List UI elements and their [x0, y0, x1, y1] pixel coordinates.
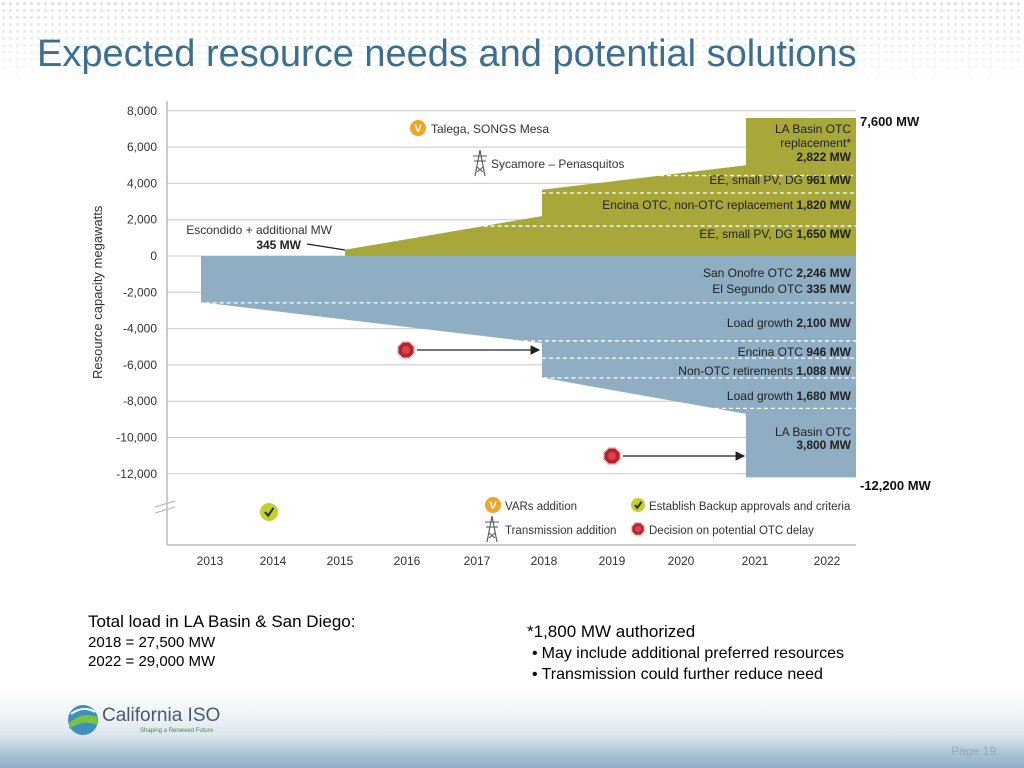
y-tick-label: 8,000 [127, 104, 157, 118]
needs-band [201, 256, 856, 478]
resource-needs-chart: 8,000 6,000 4,000 2,000 0 -2,000 -4,000 -6,000 -… [77, 87, 955, 580]
decision-stop-icon-2016 [396, 340, 416, 360]
vars-letter: V [489, 500, 497, 512]
segment-label: LA Basin OTC [775, 122, 851, 136]
stop-center [634, 525, 642, 533]
vars-circle [485, 497, 501, 513]
segment-load-growth-1680: Load growth 1,680 MW [727, 389, 852, 403]
stop-center [607, 451, 617, 461]
check-mark [634, 501, 643, 510]
x-tick-label: 2018 [531, 554, 558, 568]
california-iso-logo: California ISO Shaping a Renewed Future [66, 703, 226, 739]
check-circle [631, 498, 645, 512]
total-load-2022: 2022 = 29,000 MW [88, 653, 216, 670]
logo-name: California ISO [102, 705, 221, 726]
slide-title: Expected resource needs and potential so… [37, 33, 857, 75]
total-top-label: 7,600 MW [860, 114, 920, 129]
bullet-transmission: Transmission could further reduce need [532, 666, 844, 684]
check-circle [260, 503, 278, 521]
escondido-value: 345 MW [256, 238, 301, 252]
footer-band-dark [0, 735, 1024, 768]
segment-non-otc-retirements: Non-OTC retirements 1,088 MW [678, 364, 851, 378]
vars-icon: V [410, 120, 426, 136]
legend-vars-label: VARs addition [505, 501, 577, 513]
segment-encina-otc: Encina OTC 946 MW [738, 345, 852, 359]
legend-transmission-icon [485, 515, 499, 543]
authorized-bullets: May include additional preferred resourc… [527, 645, 844, 684]
vars-letter: V [414, 123, 422, 135]
y-tick-label: 6,000 [127, 140, 157, 154]
x-tick-label: 2015 [327, 554, 354, 568]
iso-globe-icon [68, 705, 98, 735]
header-dot-fade [0, 0, 1024, 80]
stop-center [401, 345, 411, 355]
tower-lines [485, 515, 499, 543]
segment-ee-pv-dg-1650: EE, small PV, DG 1,650 MW [699, 227, 851, 241]
page-number: Page 19 [951, 744, 996, 758]
y-tick-label: -10,000 [116, 431, 157, 445]
escondido-pointer [306, 243, 346, 251]
decision-stop-icon-2019 [602, 446, 622, 466]
authorized-note: *1,800 MW authorized [527, 622, 696, 641]
legend-backup-icon [631, 498, 645, 512]
y-tick-label: 0 [150, 249, 157, 263]
legend-vars-icon: V [485, 497, 501, 513]
check-mark [264, 507, 275, 518]
segment-el-segundo: El Segundo OTC 335 MW [712, 282, 851, 296]
escondido-label: Escondido + additional MW [186, 223, 332, 237]
x-tick-label: 2013 [197, 554, 224, 568]
total-bottom-label: -12,200 MW [860, 478, 932, 493]
segment-encina-replacement: Encina OTC, non-OTC replacement 1,820 MW [602, 198, 851, 212]
segment-load-growth-2100: Load growth 2,100 MW [727, 316, 852, 330]
x-tick-label: 2020 [668, 554, 695, 568]
transmission-tower-icon [473, 149, 487, 177]
segment-ee-pv-dg-961: EE, small PV, DG 961 MW [709, 173, 851, 187]
y-tick-label: -8,000 [123, 394, 157, 408]
axis-break-mark [154, 506, 176, 514]
authorization-notes: *1,800 MW authorized May include additio… [527, 622, 844, 684]
y-tick-label: -6,000 [123, 358, 157, 372]
x-tick-label: 2019 [599, 554, 626, 568]
chart-svg: 8,000 6,000 4,000 2,000 0 -2,000 -4,000 -6,000 -… [90, 101, 932, 568]
tower-lines [473, 149, 487, 177]
x-tick-label: 2016 [394, 554, 421, 568]
legend-decision-icon [630, 521, 646, 537]
legend-transmission-label: Transmission addition [505, 525, 616, 537]
y-tick-label: -4,000 [123, 322, 157, 336]
logo-tagline: Shaping a Renewed Future [140, 728, 214, 734]
legend-decision-label: Decision on potential OTC delay [649, 525, 814, 537]
backup-check-icon-2014 [260, 503, 278, 521]
vars-circle [410, 120, 426, 136]
x-tick-label: 2017 [464, 554, 491, 568]
x-tick-label: 2021 [742, 554, 769, 568]
segment-label: LA Basin OTC [775, 425, 851, 439]
y-tick-label: 2,000 [127, 213, 157, 227]
total-load-notes: Total load in LA Basin & San Diego: 2018… [88, 612, 355, 670]
y-tick-label: -12,000 [116, 467, 157, 481]
x-tick-label: 2022 [814, 554, 841, 568]
bullet-preferred-resources: May include additional preferred resourc… [532, 645, 844, 663]
segment-san-onofre: San Onofre OTC 2,246 MW [703, 266, 852, 280]
legend-backup-label: Establish Backup approvals and criteria [649, 501, 851, 513]
talega-label: Talega, SONGS Mesa [431, 122, 549, 136]
segment-value: 3,800 MW [796, 438, 851, 452]
y-axis-title: Resource capacity megawatts [90, 205, 105, 379]
sycamore-label: Sycamore – Penasquitos [491, 157, 624, 171]
x-tick-label: 2014 [260, 554, 287, 568]
segment-label: replacement* [780, 136, 851, 150]
segment-value: 2,822 MW [796, 150, 851, 164]
total-load-2018: 2018 = 27,500 MW [88, 634, 216, 651]
y-tick-label: 4,000 [127, 176, 157, 190]
axis-break-mark [154, 500, 176, 508]
total-load-heading: Total load in LA Basin & San Diego: [88, 612, 356, 631]
y-tick-label: -2,000 [123, 285, 157, 299]
resources-band [345, 118, 856, 256]
